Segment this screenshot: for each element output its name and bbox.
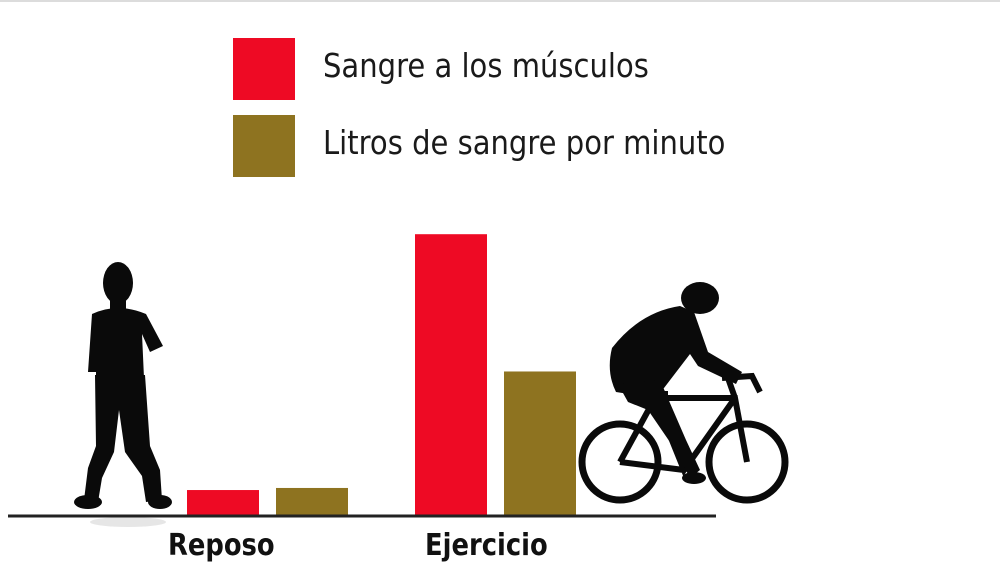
category-label-reposo: Reposo	[168, 528, 275, 563]
legend-label-liters: Litros de sangre por minuto	[323, 123, 726, 162]
legend-swatch-liters	[233, 115, 295, 177]
bars-layer	[187, 234, 576, 515]
person-shadow	[90, 517, 166, 527]
legend-label-muscles: Sangre a los músculos	[323, 46, 649, 85]
bar-reposo-muscles	[187, 490, 259, 515]
standing-person-icon	[74, 262, 172, 509]
bar-reposo-liters	[276, 487, 348, 515]
cyclist-icon	[578, 282, 789, 504]
bar-ejercicio-liters	[504, 371, 576, 515]
category-label-ejercicio: Ejercicio	[425, 528, 548, 563]
bar-ejercicio-muscles	[415, 234, 487, 515]
top-divider	[0, 0, 1000, 2]
legend-swatch-muscles	[233, 38, 295, 100]
